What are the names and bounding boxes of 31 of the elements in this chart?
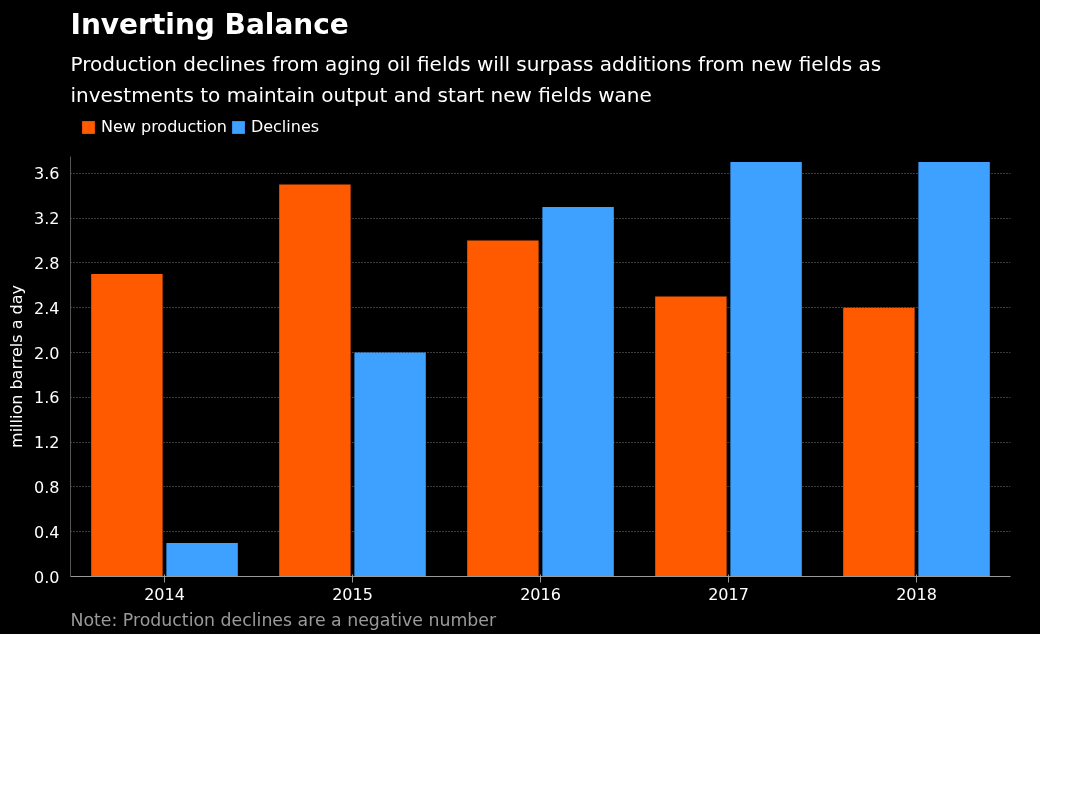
x-tick-label: 2016 [520, 584, 561, 604]
x-tick-label: 2018 [896, 584, 937, 604]
y-tick-label: 0.0 [34, 567, 60, 587]
y-tick-label: 3.2 [34, 209, 60, 229]
y-tick-label: 2.0 [34, 343, 60, 363]
y-tick-label: 1.6 [34, 388, 60, 408]
bar [91, 274, 163, 577]
bar [279, 184, 351, 577]
bar [730, 162, 802, 577]
legend-label: New production [101, 117, 227, 136]
y-tick-label: 1.2 [34, 433, 60, 453]
x-tick-label: 2014 [144, 584, 185, 604]
bar [542, 206, 614, 577]
bar [467, 240, 539, 577]
y-axis-title: million barrels a day [7, 285, 27, 448]
bar [655, 296, 727, 577]
y-tick-label: 0.4 [34, 522, 60, 542]
x-tick-label: 2015 [332, 584, 373, 604]
legend-label: Declines [250, 117, 320, 136]
y-tick-label: 3.6 [34, 164, 60, 184]
y-tick-label: 2.8 [34, 253, 60, 273]
bar [918, 162, 990, 577]
y-tick-label: 2.4 [34, 298, 60, 318]
bar [166, 542, 238, 577]
chart-title: Inverting Balance [70, 7, 349, 41]
bar [354, 352, 426, 577]
text: Note: Production declines are a negative number [70, 609, 498, 630]
chart-subtitle: Production declines from aging oil fields will surpass additions from new fields as investments to maintain output and start new fields wane [70, 52, 882, 108]
x-tick-label: 2017 [708, 584, 749, 604]
bar [843, 307, 915, 577]
y-tick-label: 0.8 [34, 477, 60, 497]
